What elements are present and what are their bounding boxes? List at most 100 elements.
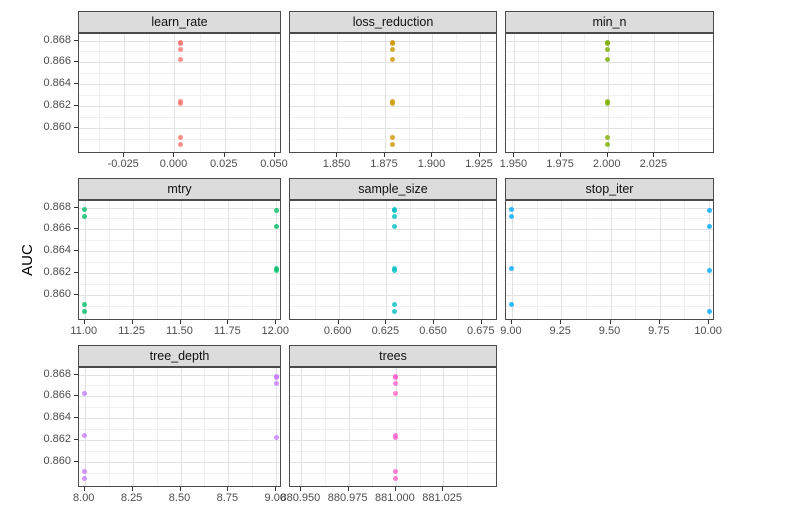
- gridline-minor-h: [290, 73, 496, 75]
- gridline-major-v: [654, 34, 656, 152]
- data-point: [178, 46, 183, 52]
- x-tick-label: 0.050: [260, 158, 288, 170]
- data-point: [178, 56, 183, 62]
- gridline-major-h: [506, 251, 713, 253]
- gridline-minor-v: [149, 34, 151, 152]
- y-tick-label: 0.864: [43, 411, 71, 424]
- gridline-minor-h: [290, 116, 496, 118]
- gridline-minor-h: [506, 95, 713, 97]
- facet-panel-tree_depth: [78, 367, 281, 487]
- facet-panel-stop_iter: [505, 200, 714, 320]
- facet-strip-label: learn_rate: [151, 15, 208, 29]
- x-tick-mark: [478, 153, 480, 157]
- gridline-minor-h: [290, 429, 496, 431]
- gridline-minor-v: [314, 201, 316, 319]
- gridline-minor-h: [290, 51, 496, 53]
- gridline-major-h: [79, 461, 280, 463]
- gridline-major-h: [506, 207, 713, 209]
- x-tick-label: 12.00: [261, 325, 290, 337]
- data-point: [390, 46, 396, 52]
- x-tick-label: 11.00: [70, 325, 98, 337]
- gridline-minor-h: [506, 138, 713, 140]
- gridline-minor-h: [290, 385, 496, 387]
- gridline-minor-h: [290, 407, 496, 409]
- x-tick-label: 8.25: [120, 492, 143, 504]
- data-point: [605, 101, 611, 107]
- x-tick-mark: [606, 153, 608, 157]
- x-tick-mark: [560, 320, 562, 324]
- data-point: [82, 308, 88, 314]
- x-tick-label: 0.000: [159, 158, 188, 170]
- gridline-minor-h: [290, 262, 496, 264]
- gridline-major-h: [79, 229, 280, 231]
- facet-strip-label: mtry: [167, 182, 192, 196]
- gridline-major-v: [561, 34, 563, 152]
- y-tick-label: 0.868: [43, 200, 71, 213]
- gridline-minor-h: [79, 429, 280, 431]
- x-tick-mark: [560, 153, 562, 157]
- x-tick-label: 9.00: [264, 492, 286, 504]
- x-tick-label: 9.75: [648, 325, 670, 337]
- data-point: [82, 213, 88, 219]
- gridline-minor-h: [290, 240, 496, 242]
- gridline-minor-v: [410, 201, 412, 319]
- gridline-major-v: [301, 368, 303, 486]
- data-point: [390, 56, 396, 62]
- gridline-minor-v: [156, 368, 158, 486]
- y-tick-mark: [74, 61, 78, 63]
- gridline-major-v: [384, 34, 386, 152]
- gridline-minor-h: [79, 73, 280, 75]
- gridline-minor-v: [361, 34, 363, 152]
- gridline-major-v: [276, 368, 278, 486]
- gridline-minor-h: [506, 283, 713, 285]
- y-tick-label: 0.860: [43, 454, 71, 467]
- data-point: [390, 41, 396, 47]
- data-point: [82, 390, 88, 396]
- gridline-minor-h: [506, 51, 713, 53]
- y-tick-label: 0.868: [43, 33, 71, 46]
- y-tick-mark: [74, 250, 78, 252]
- facet-strip-mtry: mtry: [78, 178, 281, 200]
- gridline-major-h: [506, 84, 713, 86]
- gridline-major-h: [290, 127, 496, 129]
- gridline-major-h: [79, 207, 280, 209]
- x-tick-mark: [394, 487, 396, 491]
- data-point: [82, 469, 88, 475]
- gridline-minor-h: [79, 262, 280, 264]
- data-point: [393, 380, 399, 386]
- x-tick-label: 11.50: [166, 325, 193, 337]
- data-point: [82, 302, 88, 308]
- gridline-minor-h: [506, 240, 713, 242]
- gridline-major-h: [79, 294, 280, 296]
- gridline-minor-h: [290, 283, 496, 285]
- y-tick-label: 0.866: [43, 222, 71, 235]
- gridline-major-h: [506, 127, 713, 129]
- y-tick-label: 0.868: [43, 367, 71, 380]
- x-tick-mark: [179, 487, 181, 491]
- data-point: [273, 375, 279, 381]
- data-point: [82, 433, 88, 439]
- x-tick-label: 1.850: [322, 158, 351, 170]
- gridline-major-v: [228, 201, 230, 319]
- facet-strip-min_n: min_n: [505, 11, 714, 33]
- x-tick-mark: [123, 153, 125, 157]
- y-tick-mark: [74, 126, 78, 128]
- gridline-major-h: [290, 84, 496, 86]
- data-point: [273, 208, 279, 214]
- data-point: [178, 135, 183, 141]
- gridline-minor-v: [199, 34, 201, 152]
- gridline-major-v: [395, 368, 397, 486]
- y-tick-label: 0.866: [43, 389, 71, 402]
- x-tick-label: 10.00: [694, 325, 722, 337]
- data-point: [509, 266, 515, 272]
- gridline-minor-h: [506, 262, 713, 264]
- gridline-minor-h: [79, 240, 280, 242]
- gridline-major-h: [79, 62, 280, 64]
- gridline-major-v: [386, 201, 388, 319]
- x-tick-label: 11.25: [118, 325, 145, 337]
- gridline-major-v: [228, 368, 230, 486]
- y-tick-label: 0.860: [43, 287, 71, 300]
- x-tick-mark: [442, 487, 444, 491]
- facet-strip-trees: trees: [289, 345, 497, 367]
- x-tick-label: 1.925: [465, 158, 493, 170]
